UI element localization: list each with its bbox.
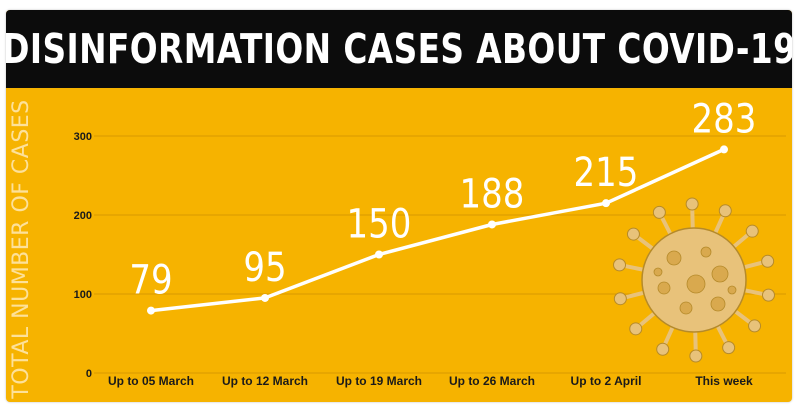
data-point [488,220,496,229]
y-tick-label: 100 [74,289,92,301]
data-labels: 79 95 150 188 215 283 [129,96,756,303]
data-point [147,306,155,315]
virus-spike-tip [718,204,732,218]
x-tick-label: Up to 05 March [108,374,194,388]
virus-spike-tip [629,322,643,336]
series-line [149,147,726,313]
virus-spot [700,246,712,258]
x-tick-label: Up to 26 March [449,374,535,388]
y-tick-label: 300 [74,131,92,143]
data-label: 150 [347,201,412,247]
virus-spike-tip [613,258,627,272]
y-tick-label: 200 [74,210,92,222]
coronavirus-icon [613,197,775,363]
data-label: 215 [574,150,639,196]
virus-spot [711,265,729,283]
virus-spike-tip [626,227,640,241]
y-tick-label: 0 [86,368,92,380]
data-point [375,250,383,259]
chart-card: DISINFORMATION CASES ABOUT COVID-19 TOTA… [6,10,792,402]
virus-spot [710,296,726,312]
y-tick-labels: 0 100 200 300 [74,131,92,380]
data-label: 188 [460,171,525,217]
data-point [602,199,610,208]
x-tick-label: Up to 19 March [336,374,422,388]
line-chart: 0 100 200 300 79 95 150 188 215 283 Up to 05 Mar… [74,96,786,388]
data-point [261,293,269,302]
data-point [720,145,728,154]
virus-spot [727,285,737,295]
virus-spot [657,281,671,295]
data-label: 79 [129,257,172,303]
x-tick-labels: Up to 05 March Up to 12 March Up to 19 Mar… [108,374,753,388]
virus-spike-tip [685,197,699,211]
virus-spike-tip [689,349,703,363]
x-tick-label: Up to 12 March [222,374,308,388]
virus-spot [679,301,693,315]
chart-title: DISINFORMATION CASES ABOUT COVID-19 [6,25,792,73]
virus-spike-tip [652,205,666,219]
x-tick-label: Up to 2 April [571,374,642,388]
virus-spike-tip [761,288,775,302]
virus-spike-tip [722,341,736,355]
data-label: 95 [243,244,286,290]
virus-spot [686,274,706,294]
virus-spike-tip [656,342,670,356]
virus-spike-tip [748,319,762,333]
virus-spike-tip [745,224,759,238]
virus-spot [666,250,682,266]
title-bar: DISINFORMATION CASES ABOUT COVID-19 [6,10,792,88]
virus-spot [653,267,663,277]
virus-spike-tip [761,254,775,268]
data-label: 283 [692,96,757,142]
x-tick-label: This week [695,374,753,388]
virus-spike-tip [613,292,627,306]
data-points [147,145,728,315]
